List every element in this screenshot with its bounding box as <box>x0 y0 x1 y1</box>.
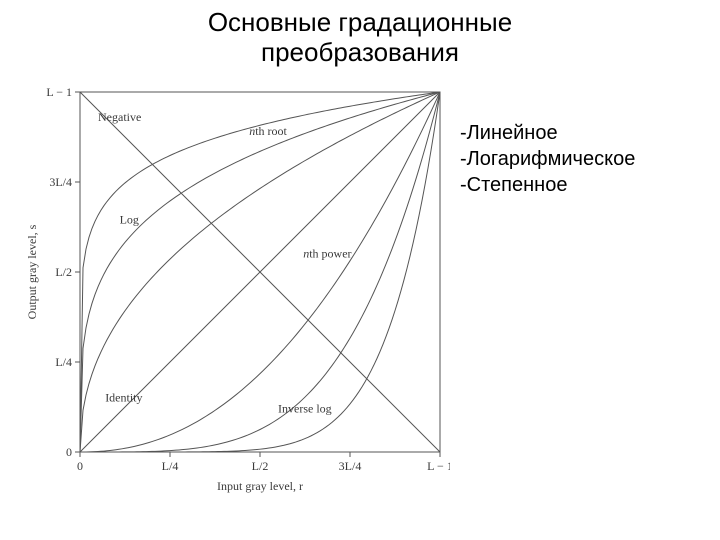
x-tick-label: L/4 <box>162 459 179 473</box>
chart-container: 0 L/4 L/2 3L/4 L − 1 0 L/4 L/2 3L/4 L − 1 Input gr… <box>20 82 450 522</box>
curve-label: nth root <box>249 124 287 138</box>
y-tick-label: L/4 <box>55 355 72 369</box>
y-axis-label: Output gray level, s <box>25 224 39 319</box>
bullet-logarithmic: -Логарифмическое <box>460 146 635 172</box>
x-tick-label: 3L/4 <box>339 459 362 473</box>
y-tick-label: 0 <box>66 445 72 459</box>
title-line-1: Основные градационные <box>208 7 512 37</box>
y-tick-label: 3L/4 <box>49 175 72 189</box>
title-line-2: преобразования <box>261 37 459 67</box>
x-axis-label: Input gray level, r <box>217 479 303 493</box>
slide-root: Основные градационные преобразования -Ли… <box>0 0 720 540</box>
curve-label: Negative <box>98 110 141 124</box>
curve-label: nth power <box>303 247 351 261</box>
x-tick-label: L − 1 <box>427 459 450 473</box>
bullet-linear: -Линейное <box>460 120 635 146</box>
bullet-power: -Степенное <box>460 172 635 198</box>
curve-label: Inverse log <box>278 401 332 415</box>
bullet-list: -Линейное -Логарифмическое -Степенное <box>460 120 635 198</box>
gradation-chart: 0 L/4 L/2 3L/4 L − 1 0 L/4 L/2 3L/4 L − 1 Input gr… <box>20 82 450 522</box>
y-tick-label: L − 1 <box>46 85 72 99</box>
curve-label: Log <box>120 212 139 226</box>
curve-label: Identity <box>105 391 142 405</box>
y-tick-label: L/2 <box>55 265 72 279</box>
x-tick-label: 0 <box>77 459 83 473</box>
slide-title: Основные градационные преобразования <box>0 8 720 68</box>
x-tick-label: L/2 <box>252 459 269 473</box>
